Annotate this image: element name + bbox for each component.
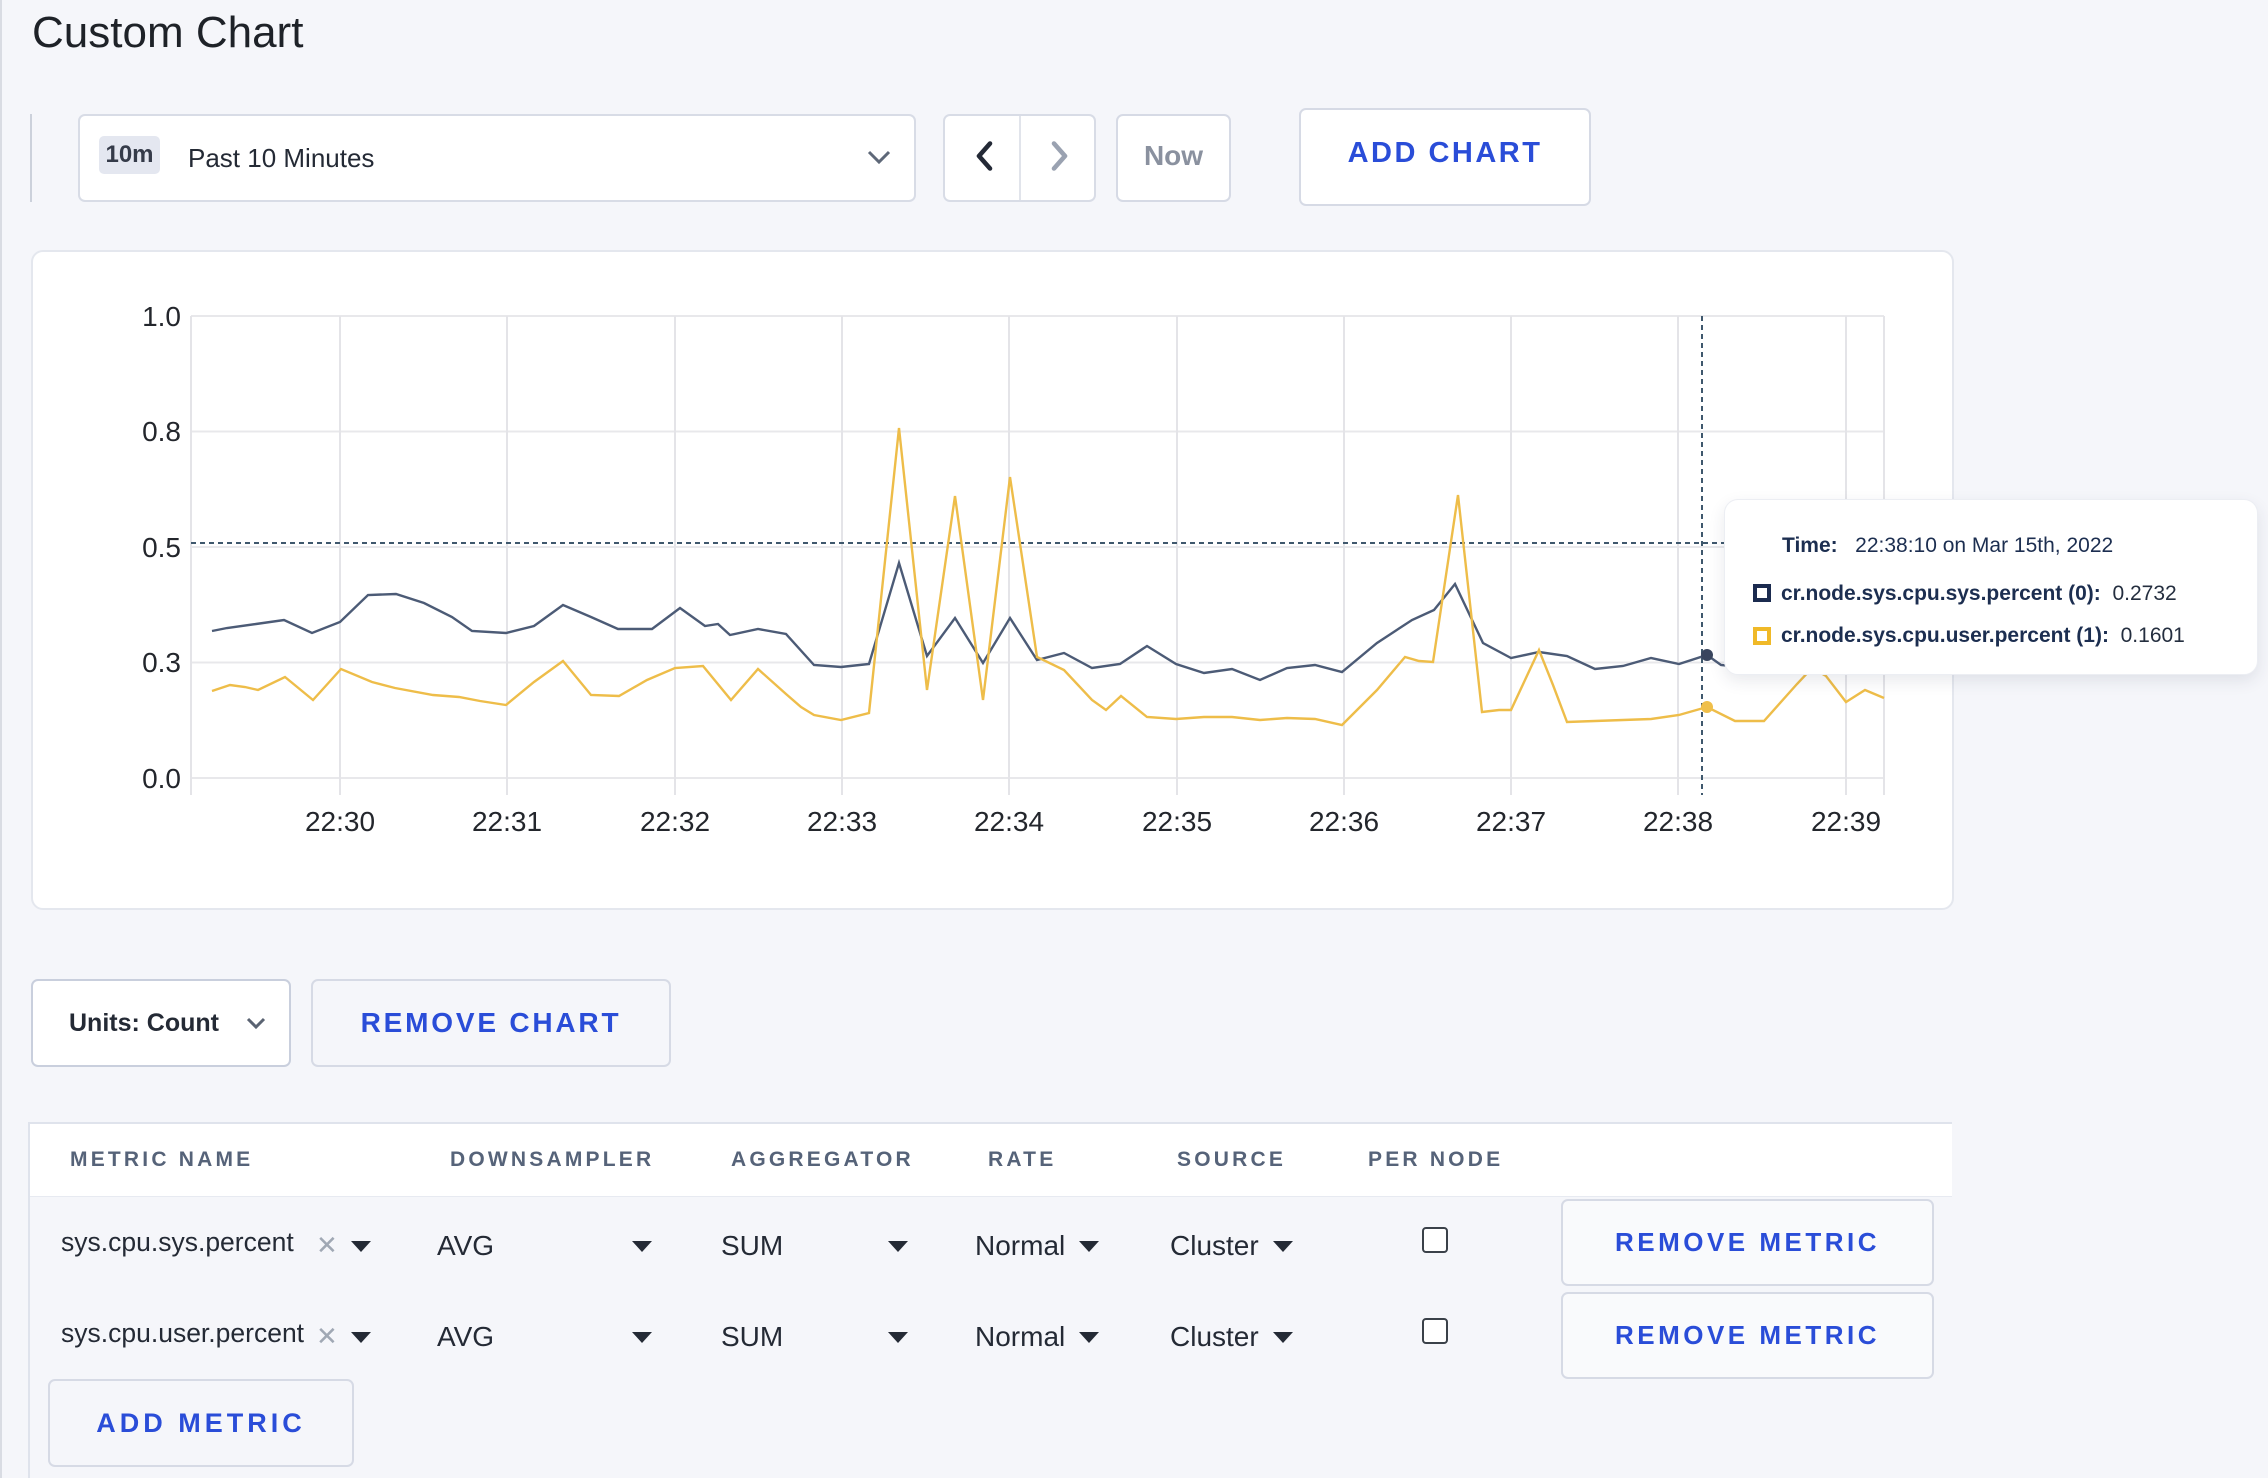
svg-text:0.3: 0.3 [142,647,181,678]
svg-text:22:35: 22:35 [1142,806,1212,837]
svg-text:22:36: 22:36 [1309,806,1379,837]
svg-text:22:33: 22:33 [807,806,877,837]
svg-text:22:37: 22:37 [1476,806,1546,837]
svg-text:22:39: 22:39 [1811,806,1881,837]
svg-text:22:34: 22:34 [974,806,1044,837]
svg-text:22:30: 22:30 [305,806,375,837]
svg-text:22:31: 22:31 [472,806,542,837]
svg-text:0.5: 0.5 [142,532,181,563]
svg-text:1.0: 1.0 [142,301,181,332]
svg-text:22:32: 22:32 [640,806,710,837]
svg-text:0.8: 0.8 [142,416,181,447]
svg-text:0.0: 0.0 [142,763,181,794]
svg-text:22:38: 22:38 [1643,806,1713,837]
